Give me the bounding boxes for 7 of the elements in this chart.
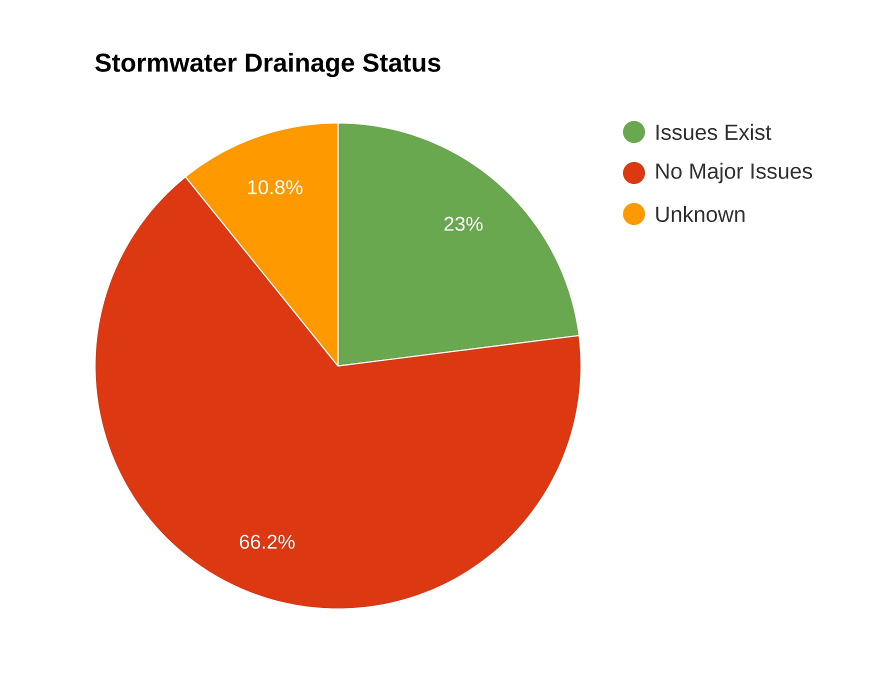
- data-label: 10.8%: [248, 180, 302, 194]
- data-label: 23%: [444, 216, 483, 231]
- legend-label: Issues Exist: [656, 124, 772, 140]
- chart-title: Stormwater Drainage Status: [95, 52, 440, 78]
- legend-label: No Major Issues: [656, 162, 812, 184]
- data-label: 66.2%: [240, 534, 295, 549]
- legend-label: Unknown: [656, 206, 744, 222]
